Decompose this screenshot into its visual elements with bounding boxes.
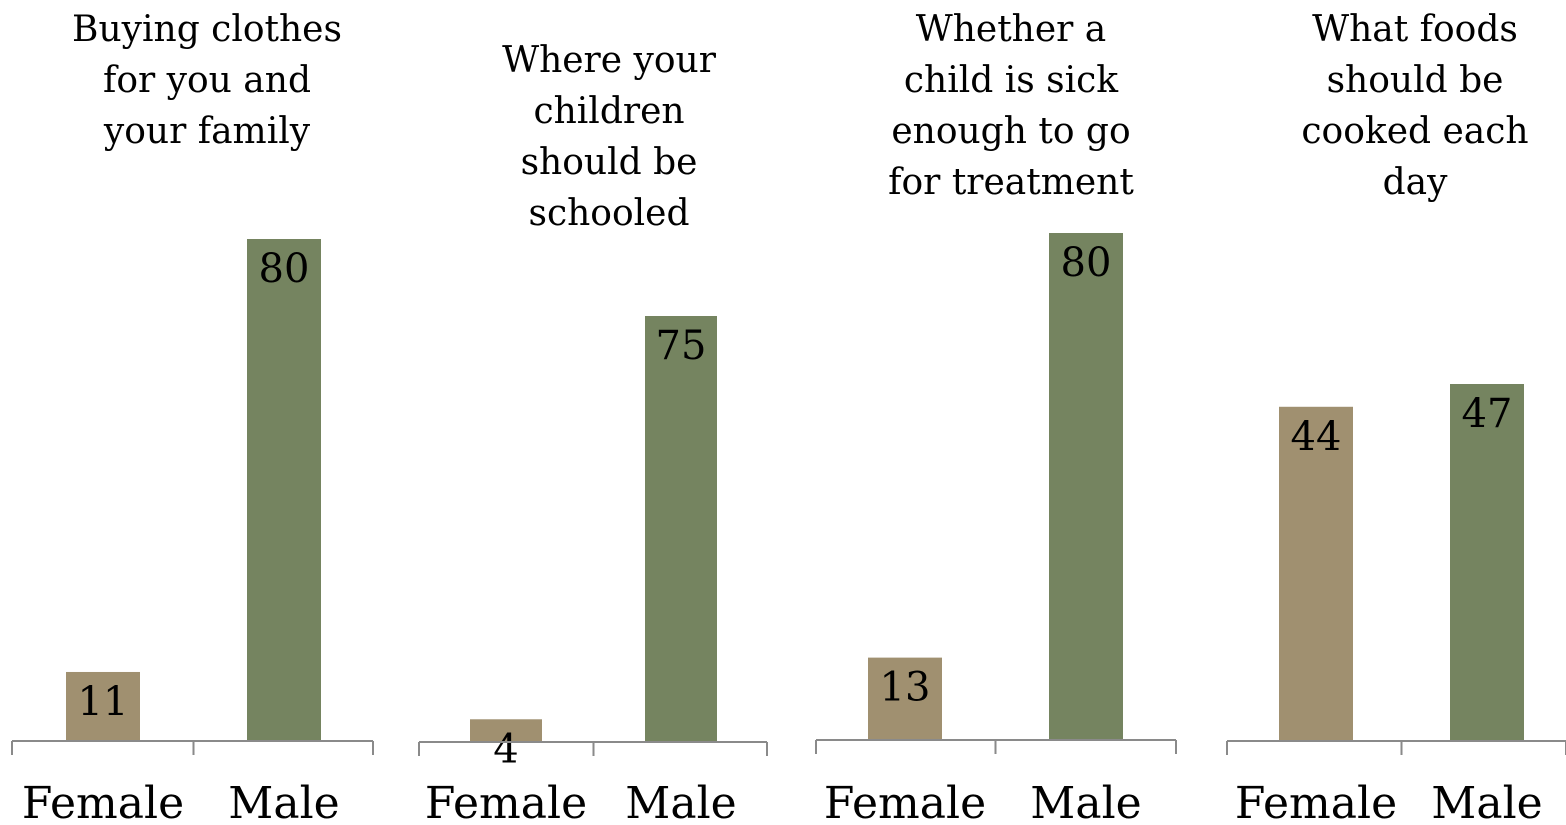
bar-female [470,719,542,742]
tick-label-female: Female [824,778,986,825]
bar-male [1450,384,1524,741]
tick-label-female: Female [1235,778,1397,825]
data-label-female: 13 [880,665,931,711]
panel-4: 44 47 Female Male [1226,384,1566,825]
panel-title-foods: What foods should be cooked each day [1301,9,1529,203]
bar-female [66,671,140,741]
panel-1: 11 80 Female Male [11,239,374,825]
tick-label-male: Male [228,778,339,825]
panel-2: 4 75 Female Male [418,316,768,825]
tick-label-male: Male [625,778,736,825]
tick-label-female: Female [425,778,587,825]
data-label-male: 80 [259,246,310,292]
bar-male [247,239,321,741]
panel-title-treatment: Whether a child is sick enough to go for… [888,9,1134,203]
tick-label-female: Female [22,778,184,825]
tick-label-male: Male [1431,778,1542,825]
panel-title-schooling: Where your children should be schooled [502,40,716,234]
data-label-female: 11 [78,679,129,725]
panel-3: 13 80 Female Male [815,233,1177,825]
bar-male [1049,233,1123,740]
data-label-female: 44 [1291,414,1342,460]
tick-label-male: Male [1030,778,1141,825]
panel-title-clothes: Buying clothes for you and your family [72,9,342,152]
data-label-male: 80 [1061,240,1112,286]
bar-female [1279,406,1353,741]
bar-female [868,657,942,740]
data-label-male: 47 [1462,391,1513,437]
bar-male [645,316,717,742]
data-label-male: 75 [656,323,707,369]
data-label-female: 4 [493,726,518,772]
